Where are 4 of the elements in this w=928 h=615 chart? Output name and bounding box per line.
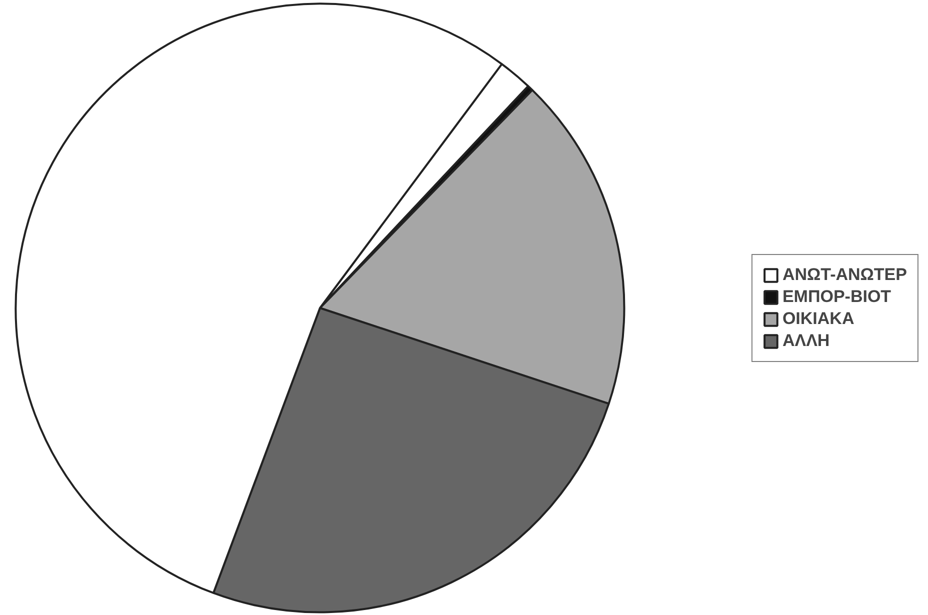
- legend-label: ΑΝΩΤ-ΑΝΩΤΕΡ: [782, 264, 907, 284]
- legend-label: ΟΙΚΙΑΚΑ: [782, 308, 854, 328]
- legend-label: ΕΜΠΟΡ-ΒΙΟΤ: [782, 286, 892, 306]
- legend-label: ΑΛΛΗ: [782, 330, 830, 350]
